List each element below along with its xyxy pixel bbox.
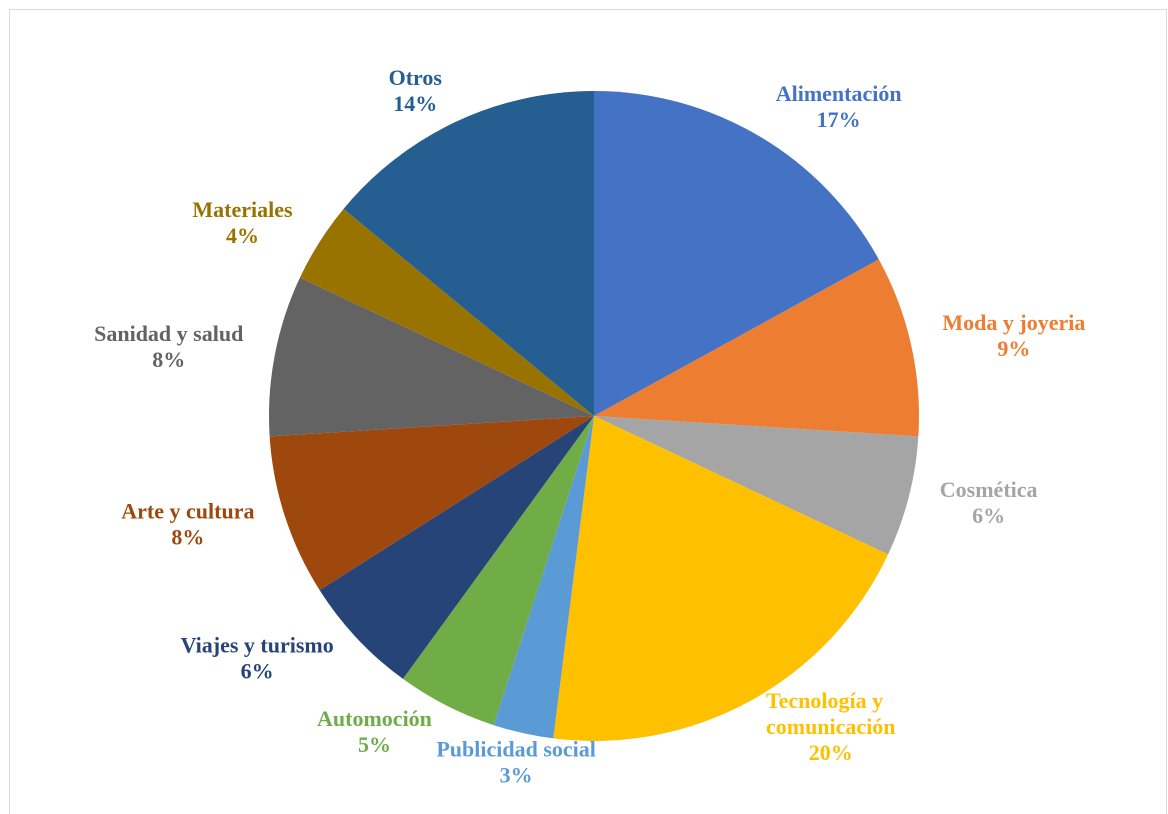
slice-value-label: 6% <box>241 658 274 683</box>
slice-label: Viajes y turismo <box>181 632 334 657</box>
slice-value-label: 3% <box>500 762 533 787</box>
slice-label: Otros <box>389 65 443 90</box>
pie-slice <box>269 416 594 591</box>
pie-slice <box>299 208 594 416</box>
slice-label: Materiales <box>192 197 293 222</box>
slice-label: Publicidad social <box>436 736 596 761</box>
slice-label: Automoción <box>317 706 432 731</box>
slice-value-label: 14% <box>393 91 437 116</box>
pie-slice <box>269 277 594 437</box>
slice-value-label: 8% <box>152 347 185 372</box>
slice-value-label: 20% <box>809 740 853 765</box>
slice-value-label: 4% <box>226 223 259 248</box>
pie-slice <box>594 416 919 555</box>
slice-value-label: 5% <box>358 732 391 757</box>
slice-label: Moda y joyeria <box>942 310 1085 335</box>
slice-value-label: 8% <box>171 524 204 549</box>
slice-value-label: 6% <box>972 503 1005 528</box>
pie-slice <box>402 416 594 726</box>
pie-slice <box>594 259 920 437</box>
pie-slice <box>343 90 594 416</box>
slice-label: Cosmética <box>940 477 1038 502</box>
slice-value-label: 17% <box>817 107 861 132</box>
slice-label: Alimentación <box>776 81 902 106</box>
pie-slice <box>553 416 889 741</box>
slice-label: Tecnología y comunicación <box>766 688 896 739</box>
slice-label: Sanidad y salud <box>94 321 243 346</box>
slice-label: Arte y cultura <box>121 498 254 523</box>
pie-slice <box>493 416 594 739</box>
pie-slice <box>319 416 594 679</box>
pie-slice <box>594 91 879 416</box>
slice-value-label: 9% <box>997 336 1030 361</box>
chart-border <box>9 9 1167 814</box>
